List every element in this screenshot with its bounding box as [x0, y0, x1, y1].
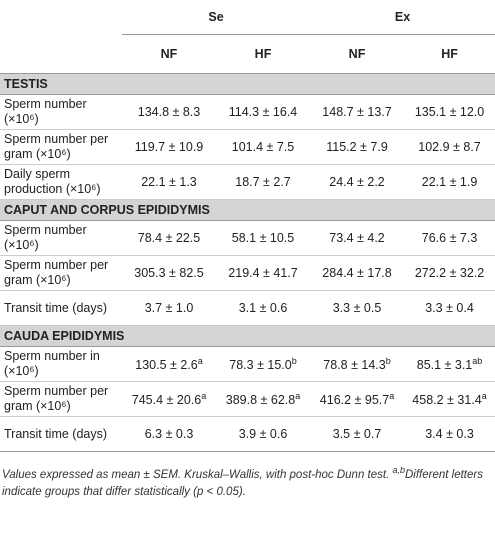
cell: 73.4 ± 4.2 [310, 220, 405, 256]
footnote: Values expressed as mean ± SEM. Kruskal–… [0, 452, 495, 501]
cell-superscript: ab [472, 356, 483, 367]
cell: 3.3 ± 0.4 [404, 290, 495, 326]
cell: 134.8 ± 8.3 [122, 94, 216, 130]
cell: 101.4 ± 7.5 [216, 129, 311, 165]
cell-superscript: a [197, 356, 203, 367]
cell: 78.4 ± 22.5 [122, 220, 216, 256]
data-row: Transit time (days) 6.3 ± 0.3 3.9 ± 0.6 3.5… [0, 416, 495, 452]
subgroup-header: NF [122, 34, 216, 74]
row-label: Sperm number per gram (×10⁶) [0, 381, 122, 417]
subgroup-header: HF [404, 34, 495, 74]
data-table: Se Ex NF HF NF HF TESTIS Sperm number (×10… [0, 0, 495, 452]
row-label: Sperm number per gram (×10⁶) [0, 129, 122, 165]
cell-value: 130.5 ± 2.6 [135, 358, 198, 373]
subgroup-header: HF [216, 34, 311, 74]
cell-value: 416.2 ± 95.7 [319, 393, 390, 408]
cell: 114.3 ± 16.4 [216, 94, 311, 130]
cell: 389.8 ± 62.8a [216, 381, 311, 417]
cell: 305.3 ± 82.5 [122, 255, 216, 291]
cell: 458.2 ± 31.4a [404, 381, 495, 417]
row-label: Sperm number per gram (×10⁶) [0, 255, 122, 291]
footnote-text: Values expressed as mean ± SEM. Kruskal–… [2, 468, 393, 481]
data-row: Sperm number per gram (×10⁶) 745.4 ± 20.6… [0, 381, 495, 417]
row-label: Sperm number in (×10⁶) [0, 346, 122, 382]
group-header: Ex [310, 0, 495, 35]
section-title: TESTIS [0, 73, 495, 95]
cell: 745.4 ± 20.6a [122, 381, 216, 417]
section-title: CAPUT AND CORPUS EPIDIDYMIS [0, 199, 495, 221]
footnote-text: Different letters indicate groups that d… [2, 468, 483, 498]
cell-value: 78.8 ± 14.3 [323, 358, 386, 373]
cell: 115.2 ± 7.9 [310, 129, 405, 165]
row-label: Daily sperm production (×10⁶) [0, 164, 122, 200]
cell-value: 745.4 ± 20.6 [131, 393, 202, 408]
cell-superscript: a [481, 391, 487, 402]
cell: 119.7 ± 10.9 [122, 129, 216, 165]
footnote-sup: a,b [392, 465, 405, 475]
data-row: Sperm number in (×10⁶) 130.5 ± 2.6a 78.3 ±… [0, 346, 495, 382]
cell: 76.6 ± 7.3 [404, 220, 495, 256]
cell: 3.4 ± 0.3 [404, 416, 495, 452]
cell: 102.9 ± 8.7 [404, 129, 495, 165]
data-row: Sperm number per gram (×10⁶) 305.3 ± 82.5… [0, 255, 495, 291]
cell-superscript: b [291, 356, 297, 367]
cell: 3.7 ± 1.0 [122, 290, 216, 326]
cell: 3.5 ± 0.7 [310, 416, 405, 452]
cell: 135.1 ± 12.0 [404, 94, 495, 130]
cell: 22.1 ± 1.9 [404, 164, 495, 200]
cell-value: 458.2 ± 31.4 [412, 393, 482, 408]
cell-superscript: a [295, 391, 301, 402]
cell: 3.9 ± 0.6 [216, 416, 311, 452]
cell: 85.1 ± 3.1ab [404, 346, 495, 382]
cell-value: 85.1 ± 3.1 [416, 358, 473, 373]
cell-value: 78.3 ± 15.0 [229, 358, 292, 373]
cell: 78.3 ± 15.0b [216, 346, 311, 382]
cell: 3.3 ± 0.5 [310, 290, 405, 326]
cell: 3.1 ± 0.6 [216, 290, 311, 326]
cell-superscript: a [389, 391, 395, 402]
subgroup-header: NF [310, 34, 405, 74]
group-header: Se [122, 0, 311, 35]
cell: 284.4 ± 17.8 [310, 255, 405, 291]
cell: 22.1 ± 1.3 [122, 164, 216, 200]
cell: 219.4 ± 41.7 [216, 255, 311, 291]
row-label: Transit time (days) [0, 416, 122, 452]
cell-value: 389.8 ± 62.8 [225, 393, 296, 408]
section-row: CAUDA EPIDIDYMIS [0, 325, 495, 347]
cell-superscript: a [201, 391, 207, 402]
section-row: CAPUT AND CORPUS EPIDIDYMIS [0, 199, 495, 221]
cell-superscript: b [385, 356, 391, 367]
data-row: Sperm number per gram (×10⁶) 119.7 ± 10.9… [0, 129, 495, 165]
row-label: Sperm number (×10⁶) [0, 94, 122, 130]
data-row: Daily sperm production (×10⁶) 22.1 ± 1.3 1… [0, 164, 495, 200]
data-row: Sperm number (×10⁶) 78.4 ± 22.5 58.1 ± 10.… [0, 220, 495, 256]
row-label: Transit time (days) [0, 290, 122, 326]
data-row: Sperm number (×10⁶) 134.8 ± 8.3 114.3 ± 16… [0, 94, 495, 130]
cell: 24.4 ± 2.2 [310, 164, 405, 200]
cell: 416.2 ± 95.7a [310, 381, 405, 417]
cell: 58.1 ± 10.5 [216, 220, 311, 256]
data-row: Transit time (days) 3.7 ± 1.0 3.1 ± 0.6 3.3… [0, 290, 495, 326]
section-title: CAUDA EPIDIDYMIS [0, 325, 495, 347]
section-row: TESTIS [0, 73, 495, 95]
cell: 18.7 ± 2.7 [216, 164, 311, 200]
cell: 272.2 ± 32.2 [404, 255, 495, 291]
cell: 6.3 ± 0.3 [122, 416, 216, 452]
row-label: Sperm number (×10⁶) [0, 220, 122, 256]
cell: 78.8 ± 14.3b [310, 346, 405, 382]
cell: 148.7 ± 13.7 [310, 94, 405, 130]
cell: 130.5 ± 2.6a [122, 346, 216, 382]
